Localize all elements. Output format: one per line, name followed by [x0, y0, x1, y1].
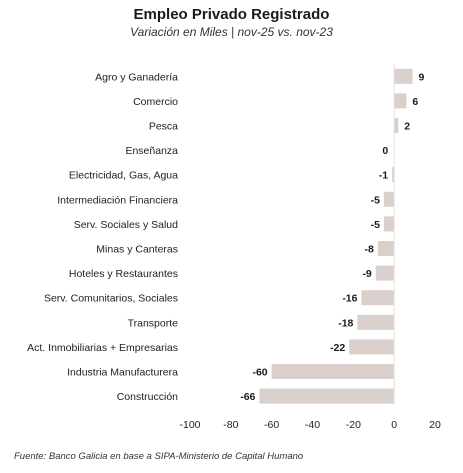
category-label: Serv. Comunitarios, Sociales — [44, 293, 178, 305]
bar — [375, 265, 395, 281]
data-label: -5 — [371, 194, 380, 206]
data-label: 2 — [404, 121, 410, 133]
data-label: 0 — [382, 145, 388, 157]
data-label: 9 — [419, 71, 425, 83]
data-label: -9 — [362, 268, 371, 280]
chart-subtitle: Variación en Miles | nov-25 vs. nov-23 — [130, 25, 333, 39]
category-label: Hoteles y Restaurantes — [69, 268, 178, 280]
bar — [377, 241, 395, 256]
bar — [361, 290, 395, 306]
data-label: -18 — [338, 317, 353, 329]
bar — [259, 388, 395, 404]
bar — [271, 364, 395, 379]
data-label: -16 — [342, 293, 357, 305]
category-label: Industria Manufacturera — [67, 367, 178, 379]
bar — [383, 191, 395, 207]
category-label: Intermediación Financiera — [57, 194, 178, 206]
x-tick-label: 20 — [429, 419, 441, 431]
bar — [383, 216, 395, 232]
category-label: Agro y Ganadería — [95, 71, 178, 83]
category-label: Act. Inmobiliarias + Empresarias — [27, 342, 178, 354]
data-label: -60 — [252, 367, 267, 379]
x-tick-label: -20 — [346, 419, 361, 431]
category-label: Pesca — [149, 121, 178, 133]
x-tick-label: -60 — [264, 419, 279, 431]
source-note: Fuente: Banco Galicia en base a SIPA-Min… — [14, 451, 304, 462]
bar — [392, 167, 395, 183]
category-label: Minas y Canteras — [96, 244, 178, 256]
bar — [394, 68, 413, 84]
data-label: 6 — [412, 96, 418, 108]
category-label: Enseñanza — [125, 145, 178, 157]
category-label: Transporte — [128, 317, 179, 329]
category-label: Comercio — [133, 96, 178, 108]
x-tick-label: -80 — [223, 419, 238, 431]
x-tick-label: -100 — [179, 419, 200, 431]
bar — [349, 339, 395, 355]
chart-title: Empleo Privado Registrado — [133, 6, 330, 23]
x-tick-label: 0 — [391, 419, 397, 431]
data-label: -22 — [330, 342, 345, 354]
bar — [357, 314, 395, 330]
category-label: Serv. Sociales y Salud — [74, 219, 178, 231]
category-label: Electricidad, Gas, Agua — [69, 170, 178, 182]
category-label: Construcción — [117, 391, 178, 403]
bar — [394, 93, 407, 109]
data-label: -1 — [379, 170, 388, 182]
data-label: -66 — [240, 391, 255, 403]
x-tick-label: -40 — [305, 419, 320, 431]
bar — [394, 118, 399, 133]
data-label: -8 — [364, 244, 373, 256]
data-label: -5 — [371, 219, 380, 231]
